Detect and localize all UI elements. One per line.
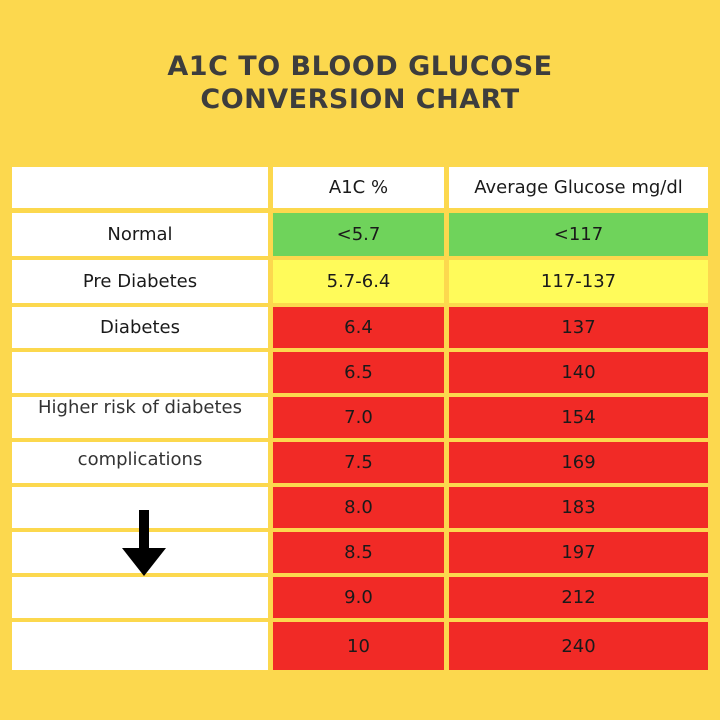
down-arrow-icon	[122, 510, 166, 576]
row-glucose-cell: 183	[449, 487, 708, 528]
header-empty-cell	[12, 167, 268, 208]
row-a1c-cell: 9.0	[273, 577, 444, 618]
row-normal-glucose: <117	[449, 213, 708, 256]
row-glucose-cell: 197	[449, 532, 708, 573]
row-normal-label: Normal	[12, 213, 268, 256]
row-empty-label	[12, 622, 268, 670]
row-diabetes-label: Diabetes	[12, 307, 268, 348]
row-empty-label	[12, 397, 268, 438]
row-glucose-cell: 137	[449, 307, 708, 348]
row-glucose-cell: 240	[449, 622, 708, 670]
annotation-line-1: Higher risk of diabetes	[37, 397, 243, 418]
row-normal-a1c: <5.7	[273, 213, 444, 256]
row-a1c-cell: 7.5	[273, 442, 444, 483]
row-glucose-cell: 212	[449, 577, 708, 618]
row-prediabetes-glucose: 117-137	[449, 260, 708, 303]
row-a1c-cell: 6.4	[273, 307, 444, 348]
row-prediabetes-label: Pre Diabetes	[12, 260, 268, 303]
row-empty-label	[12, 577, 268, 618]
chart-title: A1C TO BLOOD GLUCOSE CONVERSION CHART	[0, 50, 720, 116]
row-empty-label	[12, 442, 268, 483]
row-a1c-cell: 7.0	[273, 397, 444, 438]
title-line-1: A1C TO BLOOD GLUCOSE	[167, 51, 553, 82]
row-glucose-cell: 140	[449, 352, 708, 393]
row-a1c-cell: 6.5	[273, 352, 444, 393]
row-a1c-cell: 8.0	[273, 487, 444, 528]
row-a1c-cell: 10	[273, 622, 444, 670]
row-prediabetes-a1c: 5.7-6.4	[273, 260, 444, 303]
header-glucose: Average Glucose mg/dl	[449, 167, 708, 208]
title-line-2: CONVERSION CHART	[200, 84, 520, 115]
row-glucose-cell: 154	[449, 397, 708, 438]
annotation-line-2: complications	[77, 449, 203, 470]
header-a1c: A1C %	[273, 167, 444, 208]
row-a1c-cell: 8.5	[273, 532, 444, 573]
row-glucose-cell: 169	[449, 442, 708, 483]
row-empty-label	[12, 352, 268, 393]
